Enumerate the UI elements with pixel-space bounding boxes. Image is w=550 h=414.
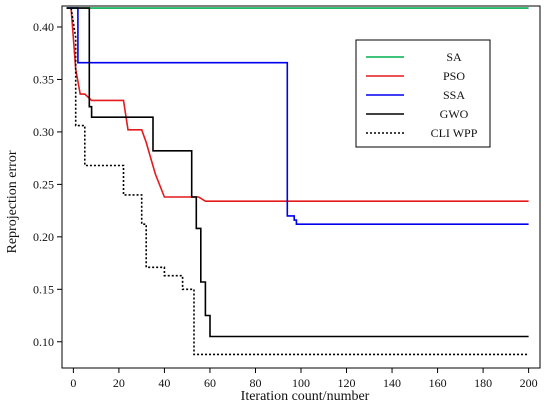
legend: SA PSO SSA GWO CLI WPP [355,39,491,148]
legend-label: GWO [440,107,469,121]
y-axis-title: Reprojection error [5,150,20,253]
legend-label: CLI WPP [431,126,478,140]
x-tick-label: 20 [113,376,125,390]
x-tick-label: 40 [158,376,170,390]
series-line-pso [70,8,529,202]
y-tick-label: 0.40 [33,20,54,34]
series-layer [66,7,529,356]
y-tick-label: 0.30 [33,125,54,139]
series-line-gwo [66,7,529,338]
x-tick-label: 180 [474,376,492,390]
axes-layer: 0 20 40 60 80 100 120 140 160 180 200 0.10 0.15 0.20 0… [33,20,538,390]
x-tick-label: 140 [383,376,401,390]
x-tick-label: 80 [249,376,261,390]
x-tick-label: 160 [429,376,447,390]
legend-label: PSO [443,69,465,83]
x-tick-label: 60 [204,376,216,390]
y-tick-label: 0.20 [33,230,54,244]
y-tick-label: 0.15 [33,282,54,296]
y-tick-label: 0.25 [33,177,54,191]
x-tick-label: 100 [292,376,310,390]
series-line-cli-wpp [70,7,529,356]
y-tick-label: 0.35 [33,72,54,86]
y-tick-label: 0.10 [33,335,54,349]
legend-label: SA [446,50,462,64]
series-line-ssa [66,7,529,225]
x-axis-title: Iteration count/number [241,389,370,404]
x-tick-label: 120 [338,376,356,390]
x-tick-label: 200 [520,376,538,390]
legend-box [355,39,491,148]
legend-label: SSA [443,88,465,102]
x-tick-label: 0 [70,376,76,390]
